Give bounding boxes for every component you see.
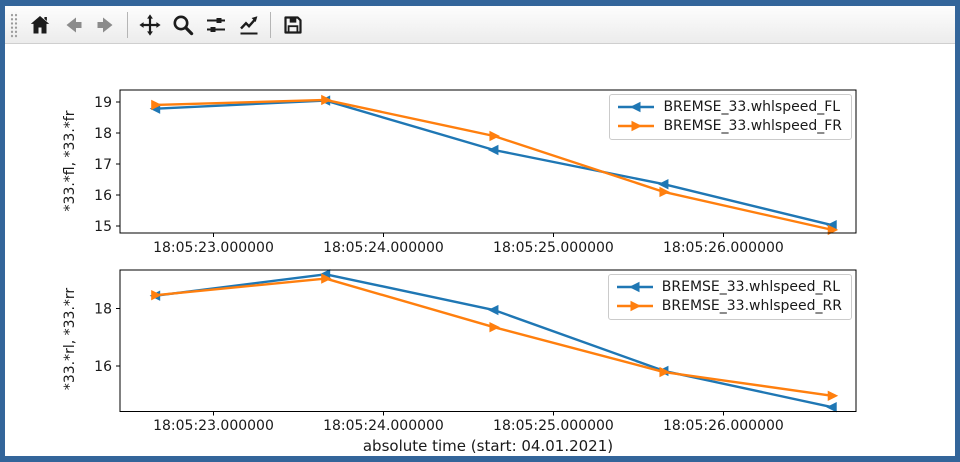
legend-top: BREMSE_33.whlspeed_FL BREMSE_33.whlspeed… [609,94,852,140]
data-point-marker [659,186,670,198]
pan-arrows-icon [138,13,161,36]
arrow-left-icon [66,17,81,32]
legend-marker-right-triangle [618,120,655,132]
data-point-marker [631,120,643,132]
save-button[interactable] [277,9,308,40]
zoom-button[interactable] [167,9,198,40]
data-point-marker [487,144,499,156]
forward-button[interactable] [90,9,121,40]
x-tick-label: 18:05:26.000000 [663,240,784,256]
data-point-marker [827,390,839,401]
y-axis-label-bottom: *33.*rl, *33.*rr [62,287,78,391]
data-point-marker [151,289,162,301]
legend-item: BREMSE_33.whlspeed_RR [616,298,842,314]
pan-button[interactable] [134,9,165,40]
x-axis-label: absolute time (start: 04.01.2021) [362,437,614,455]
x-tick-label: 18:05:25.000000 [493,240,614,256]
y-tick-label: 18 [94,126,112,142]
axes-frame [119,89,857,234]
home-button[interactable] [24,9,55,40]
legend-label: BREMSE_33.whlspeed_FR [663,118,842,134]
navigation-toolbar [5,6,955,44]
back-button[interactable] [57,9,88,40]
data-point-marker [151,99,162,111]
data-point-marker [826,220,837,231]
magnifier-icon [173,15,193,35]
data-point-marker [657,178,669,190]
toolbar-drag-handle[interactable] [10,11,18,38]
y-tick-label: 16 [94,188,112,204]
x-tick-label: 18:05:23.000000 [153,418,274,434]
toolbar-separator [270,11,271,38]
sliders-icon [206,17,225,32]
data-point-marker [630,101,641,113]
data-point-marker [826,402,837,413]
arrow-right-icon [97,17,112,32]
y-tick-label: 18 [94,302,112,318]
legend-label: BREMSE_33.whlspeed_FL [663,99,841,115]
data-point-marker [487,304,499,316]
data-point-marker [659,366,670,378]
data-point-marker [489,321,500,333]
legend-label: BREMSE_33.whlspeed_RL [661,279,841,295]
legend-item: BREMSE_33.whlspeed_FL [617,99,842,115]
edit-parameters-button[interactable] [233,9,264,40]
x-tick-label: 18:05:25.000000 [493,418,614,434]
x-tick-label: 18:05:26.000000 [663,418,784,434]
home-icon [30,15,49,33]
data-point-marker [489,130,500,142]
y-tick-label: 17 [94,157,112,173]
y-tick-label: 16 [94,359,112,375]
y-tick-label: 19 [94,95,112,111]
legend-bottom: BREMSE_33.whlspeed_RL BREMSE_33.whlspeed… [607,274,852,320]
toolbar-separator [127,11,128,38]
line-chart-icon [239,15,257,34]
figure-canvas: 18:05:23.000000 18:05:24.000000 18:05:25.0… [5,44,955,456]
y-axis-label-top: *33.*fl, *33.*fr [62,110,78,212]
x-tick-label: 18:05:24.000000 [323,418,444,434]
axes-frame [119,269,857,412]
legend-marker-left-triangle [618,101,655,113]
x-tick-label: 18:05:24.000000 [323,240,444,256]
legend-item: BREMSE_33.whlspeed_RL [616,279,842,295]
configure-subplots-button[interactable] [200,9,231,40]
floppy-disk-icon [283,15,302,34]
data-point-marker [628,281,640,293]
data-point-marker [321,94,332,106]
legend-item: BREMSE_33.whlspeed_FR [617,118,842,134]
data-point-marker [321,273,332,284]
legend-marker-right-triangle [616,300,653,312]
data-point-marker [630,300,641,312]
y-tick-label: 15 [94,219,112,235]
data-point-marker [827,224,839,236]
x-tick-label: 18:05:23.000000 [153,240,274,256]
legend-label: BREMSE_33.whlspeed_RR [661,298,842,314]
legend-marker-left-triangle [616,281,653,293]
